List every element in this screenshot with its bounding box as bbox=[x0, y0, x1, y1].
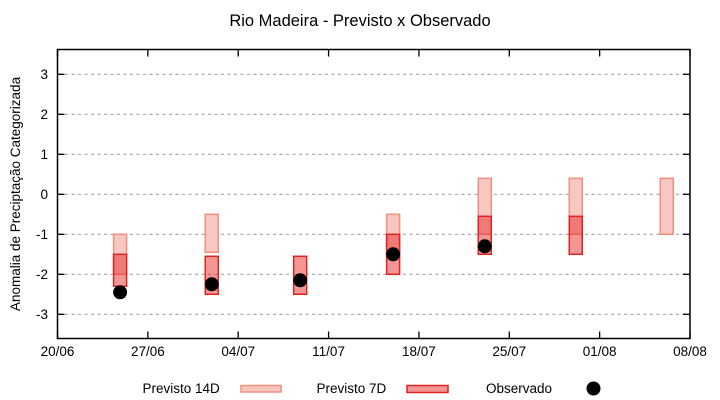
legend-swatch-previsto-7d-border bbox=[406, 384, 449, 394]
bar-previsto-7d bbox=[568, 215, 584, 256]
y-tick-label: -2 bbox=[36, 267, 48, 282]
x-tick-label: 18/07 bbox=[402, 344, 436, 359]
y-tick-label: 0 bbox=[40, 187, 48, 202]
legend-observado-dot-icon bbox=[586, 381, 601, 396]
bar-previsto-14d bbox=[659, 177, 675, 236]
observado-dot bbox=[386, 247, 401, 262]
legend-label-previsto-14d: Previsto 14D bbox=[143, 381, 221, 396]
x-tick-label: 11/07 bbox=[312, 344, 345, 359]
observado-dot bbox=[477, 239, 492, 254]
legend-label-observado: Observado bbox=[486, 381, 552, 396]
y-tick-label: 2 bbox=[40, 107, 48, 122]
x-tick-label: 08/08 bbox=[673, 344, 707, 359]
legend-swatch-previsto-14d-icon bbox=[241, 385, 281, 392]
chart-title: Rio Madeira - Previsto x Observado bbox=[229, 12, 490, 30]
legend-swatch-previsto-14d-border bbox=[240, 384, 282, 393]
x-tick-label: 25/07 bbox=[492, 344, 526, 359]
observado-dot bbox=[113, 285, 128, 300]
bar-previsto-7d bbox=[112, 253, 128, 288]
gridlines bbox=[58, 73, 689, 315]
x-tick-label: 04/07 bbox=[221, 344, 255, 359]
y-tick-label: 1 bbox=[40, 147, 48, 162]
y-tick-label: 3 bbox=[40, 67, 48, 82]
y-tick-label: -1 bbox=[36, 227, 48, 242]
legend: Previsto 14D Previsto 7D Observado bbox=[143, 381, 601, 396]
y-tick-label: -3 bbox=[36, 307, 48, 322]
y-axis-label: Anomalia de Preciptação Categorizada bbox=[8, 76, 23, 311]
data-bars bbox=[112, 177, 675, 300]
x-tick-label: 27/06 bbox=[131, 344, 165, 359]
observado-dot bbox=[293, 273, 308, 288]
legend-label-previsto-7d: Previsto 7D bbox=[317, 381, 387, 396]
x-tick-label: 01/08 bbox=[583, 344, 617, 359]
bar-previsto-14d bbox=[204, 213, 220, 254]
axis-ticks: 3 2 1 0 -1 -2 -3 20/06 27/06 04/07 11/07 18/07 25/07… bbox=[36, 49, 707, 359]
x-tick-label: 20/06 bbox=[41, 344, 75, 359]
legend-swatch-previsto-7d-icon bbox=[407, 385, 448, 393]
observado-dot bbox=[204, 277, 219, 292]
